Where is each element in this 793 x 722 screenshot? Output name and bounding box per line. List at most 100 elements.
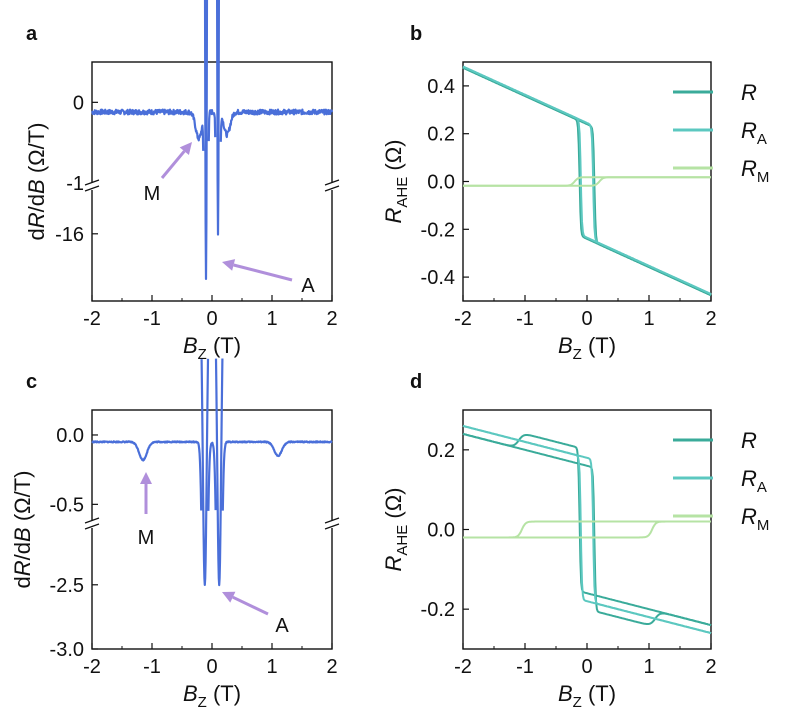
x-axis-label-part: B bbox=[183, 681, 198, 706]
x-tick-label: 0 bbox=[206, 656, 217, 678]
y-axis-label-part: R bbox=[24, 212, 49, 228]
series-line-r-m bbox=[462, 520, 712, 539]
annotation-arrowhead bbox=[140, 472, 152, 484]
series-line-r-m bbox=[462, 176, 712, 187]
y-tick-label: 0.0 bbox=[427, 520, 455, 542]
axis-break-mask bbox=[86, 182, 98, 190]
y-axis-label-part: (Ω/T) bbox=[10, 471, 35, 528]
legend-label: R bbox=[741, 428, 757, 453]
y-axis-label-part: (Ω) bbox=[381, 488, 406, 525]
annotation-arrowhead bbox=[222, 591, 236, 603]
y-axis-label-part: /d bbox=[10, 542, 35, 560]
annotation-arrow bbox=[160, 150, 186, 179]
y-tick-label: 0.0 bbox=[427, 172, 455, 194]
plot-frame bbox=[462, 61, 712, 302]
x-tick-label: -2 bbox=[454, 308, 472, 330]
y-tick-label: -0.4 bbox=[421, 267, 455, 289]
axis-break-mark bbox=[324, 517, 340, 524]
x-tick-label: -1 bbox=[516, 656, 534, 678]
x-tick-label: -1 bbox=[516, 308, 534, 330]
x-axis-label: BZ (T) bbox=[558, 681, 616, 711]
x-tick-label: 2 bbox=[705, 308, 716, 330]
panel-b: b0.40.20.0-0.2-0.4-2 -1 0 1 2BZ (T)RAHE (Ω)R… bbox=[381, 23, 769, 363]
y-axis-label: dR/dB (Ω/T) bbox=[10, 471, 35, 589]
plot-frame bbox=[462, 409, 712, 650]
legend-label-main: R bbox=[741, 428, 757, 453]
x-axis-label-part: (T) bbox=[582, 333, 616, 358]
x-tick-label: 2 bbox=[326, 308, 337, 330]
annotation-label: M bbox=[138, 527, 155, 549]
annotation-arrowhead bbox=[222, 259, 236, 271]
annotation-arrowhead bbox=[179, 142, 192, 156]
x-tick-label: -2 bbox=[454, 656, 472, 678]
x-axis-label-part: Z bbox=[198, 346, 207, 363]
axis-break-mark bbox=[324, 523, 340, 530]
x-axis-label: BZ (T) bbox=[558, 333, 616, 363]
legend-label: RM bbox=[741, 504, 769, 534]
series-line-r-m bbox=[462, 520, 712, 539]
x-tick-label: 1 bbox=[266, 656, 277, 678]
x-tick-label: 1 bbox=[643, 656, 654, 678]
y-axis-label-part: B bbox=[24, 179, 49, 194]
y-tick-label: -0.5 bbox=[50, 494, 84, 516]
panel-c: c0.0-0.5-2.5-3.0-2 -1 0 1 2BZ (T)dR/dB (Ω/T)… bbox=[10, 358, 340, 711]
x-axis-label-part: B bbox=[183, 333, 198, 358]
series-line bbox=[91, 358, 333, 587]
panel-letter: d bbox=[410, 371, 422, 393]
y-axis-label-part: d bbox=[10, 576, 35, 588]
x-tick-label: -1 bbox=[143, 656, 161, 678]
y-tick-label: 0.4 bbox=[427, 76, 455, 98]
x-tick-label: -2 bbox=[83, 308, 101, 330]
annotation-label: A bbox=[301, 275, 315, 297]
series-line-r-a bbox=[462, 65, 712, 295]
y-axis-label-part: (Ω/T) bbox=[24, 123, 49, 180]
series-line-r-a bbox=[462, 424, 712, 635]
legend-label-main: R bbox=[741, 156, 757, 181]
legend-label: R bbox=[741, 80, 757, 105]
x-axis-label-part: B bbox=[558, 681, 573, 706]
legend-label-sub: A bbox=[757, 131, 767, 148]
axis-break-mark bbox=[324, 185, 340, 192]
axis-break-mark bbox=[84, 517, 100, 524]
panel-letter: c bbox=[26, 371, 37, 393]
y-tick-label: 0.2 bbox=[427, 440, 455, 462]
y-axis-label-part: AHE bbox=[394, 177, 411, 208]
y-tick-label: -0.2 bbox=[421, 219, 455, 241]
y-tick-label: -3.0 bbox=[50, 639, 84, 661]
x-axis-label-part: Z bbox=[198, 694, 207, 711]
y-tick-label: 0.0 bbox=[56, 425, 84, 447]
y-tick-label: -1 bbox=[66, 173, 84, 195]
y-tick-label: -0.2 bbox=[421, 599, 455, 621]
x-axis-label-part: (T) bbox=[582, 681, 616, 706]
panel-letter: b bbox=[410, 23, 422, 45]
axis-break-mask bbox=[86, 520, 98, 528]
y-tick-label: 0 bbox=[73, 92, 84, 114]
x-tick-label: 1 bbox=[266, 308, 277, 330]
y-axis-label: RAHE (Ω) bbox=[381, 488, 411, 572]
series-line bbox=[91, 0, 334, 280]
plot-frame bbox=[91, 61, 333, 302]
x-tick-label: -1 bbox=[143, 308, 161, 330]
legend-label-sub: M bbox=[757, 169, 770, 186]
legend-label: RM bbox=[741, 156, 769, 186]
y-axis-label-part: R bbox=[381, 555, 406, 571]
panel-a: a0-1-16-2 -1 0 1 2BZ (T)dR/dB (Ω/T)MA bbox=[24, 0, 340, 363]
x-axis-label-part: Z bbox=[573, 346, 582, 363]
axis-break-mark bbox=[84, 185, 100, 192]
series-line-r bbox=[462, 432, 712, 627]
y-axis-label-part: R bbox=[381, 207, 406, 223]
annotation-arrow bbox=[233, 263, 293, 282]
x-tick-label: -2 bbox=[83, 656, 101, 678]
x-tick-label: 0 bbox=[581, 308, 592, 330]
y-axis-label: dR/dB (Ω/T) bbox=[24, 123, 49, 241]
legend-label-sub: M bbox=[757, 517, 770, 534]
x-axis-label: BZ (T) bbox=[183, 681, 241, 711]
x-axis-label-part: Z bbox=[573, 694, 582, 711]
legend-label-sub: A bbox=[757, 479, 767, 496]
series-line-r bbox=[462, 66, 712, 297]
y-axis-label-part: (Ω) bbox=[381, 140, 406, 177]
x-tick-label: 2 bbox=[326, 656, 337, 678]
y-axis-label-part: AHE bbox=[394, 525, 411, 556]
